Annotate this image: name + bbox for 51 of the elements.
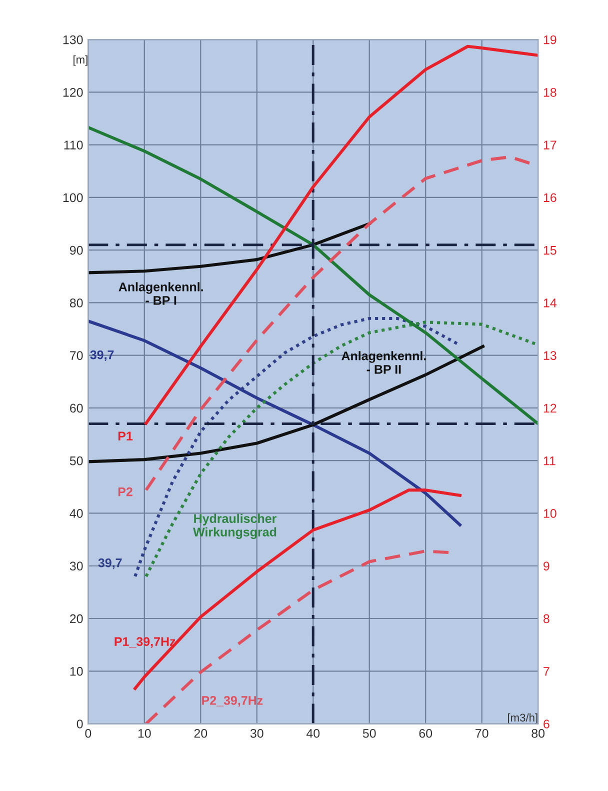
y-tick-label: 0 bbox=[76, 720, 83, 728]
y-tick-label: 110 bbox=[64, 140, 83, 150]
y2-tick-label: 18 bbox=[544, 88, 556, 97]
line-series bbox=[144, 320, 538, 578]
y-tick-label: 80 bbox=[70, 298, 83, 308]
y-tick-label: 90 bbox=[70, 246, 83, 255]
x-tick-label: 30 bbox=[250, 728, 264, 738]
y2-tick-label: 17 bbox=[544, 140, 556, 150]
y-tick-label: 70 bbox=[70, 351, 83, 360]
y2-tick-label: 12 bbox=[544, 404, 556, 413]
series-label: P1_39,7Hz bbox=[114, 637, 176, 648]
series-label: Anlagenkennl. - BP I bbox=[118, 282, 203, 305]
line-series bbox=[88, 344, 484, 464]
y2-tick-label: 19 bbox=[544, 35, 556, 44]
y-tick-label: 30 bbox=[70, 562, 83, 571]
y2-tick-label: 7 bbox=[544, 667, 550, 676]
y-tick-label: 60 bbox=[70, 404, 83, 413]
x-tick-label: 70 bbox=[476, 728, 488, 738]
series-label: P1 bbox=[118, 432, 133, 440]
y-axis-title: [m] bbox=[74, 55, 88, 66]
y2-tick-label: 13 bbox=[544, 351, 556, 360]
series-label: P2 bbox=[118, 487, 132, 496]
y2-tick-label: 8 bbox=[543, 614, 550, 624]
x-tick-label: 20 bbox=[194, 728, 208, 738]
y-tick-label: 120 bbox=[63, 88, 83, 97]
y-tick-label: 40 bbox=[70, 509, 83, 518]
y2-tick-label: 16 bbox=[544, 193, 556, 202]
y2-tick-label: 14 bbox=[544, 298, 556, 308]
y-tick-label: 10 bbox=[70, 666, 83, 676]
y2-tick-label: 6 bbox=[544, 720, 550, 728]
y-tick-label: 130 bbox=[63, 35, 83, 44]
series-label: 39,7 bbox=[98, 558, 122, 570]
series-label: 39,7 bbox=[90, 350, 114, 362]
x-tick-label: 40 bbox=[306, 728, 320, 738]
series-label: Anlagenkennl. - BP II bbox=[342, 351, 426, 374]
y2-tick-label: 9 bbox=[544, 562, 550, 571]
x-tick-label: 50 bbox=[362, 728, 376, 738]
y-tick-label: 20 bbox=[70, 614, 83, 624]
y2-tick-label: 15 bbox=[544, 246, 556, 255]
y2-tick-label: 10 bbox=[544, 509, 556, 518]
x-axis-title: [m3/h] bbox=[508, 713, 538, 724]
x-tick-label: 80 bbox=[532, 728, 545, 738]
series-label: Hydraulischer Wirkungsgrad bbox=[193, 514, 276, 539]
y-tick-label: 100 bbox=[63, 193, 83, 202]
x-tick-label: 0 bbox=[85, 728, 92, 738]
x-tick-label: 10 bbox=[138, 728, 151, 738]
y2-tick-label: 11 bbox=[544, 456, 556, 466]
x-tick-label: 60 bbox=[419, 728, 432, 738]
line-series bbox=[88, 126, 538, 426]
line-series bbox=[88, 222, 371, 274]
y-tick-label: 50 bbox=[70, 456, 83, 466]
